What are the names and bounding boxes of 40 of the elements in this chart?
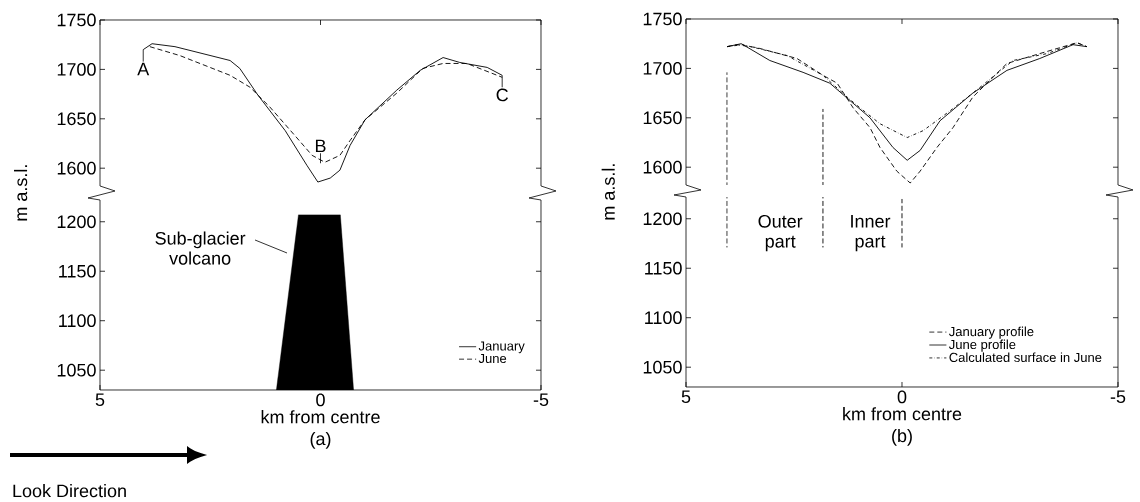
- y-tick-label: 1650: [643, 111, 682, 125]
- y-tick-label: 1200: [643, 212, 682, 226]
- y-tick-label: 1100: [645, 311, 682, 325]
- y-tick-label: 1650: [57, 112, 96, 126]
- legend-label: January profile: [948, 326, 1034, 339]
- x-tick-label: 0: [316, 393, 325, 407]
- annotation: Outer part: [758, 214, 803, 252]
- x-tick-label: 5: [95, 393, 105, 407]
- y-tick-label: 1700: [57, 63, 96, 76]
- x-tick-label: -5: [533, 393, 549, 407]
- y-tick-label: 1700: [643, 62, 682, 75]
- annotation: A: [137, 62, 150, 76]
- annotation: B: [315, 139, 326, 153]
- y-tick-label: 1750: [643, 12, 682, 26]
- legend-label: Calculated surface in June: [949, 352, 1102, 363]
- y-axis-title: m a.s.l.: [14, 165, 28, 221]
- legend-label: January: [478, 341, 525, 354]
- y-tick-label: 1600: [643, 160, 682, 174]
- x-tick-label: -5: [1110, 390, 1126, 404]
- annotation: Sub-glacier volcano: [155, 231, 246, 265]
- y-tick-label: 1750: [57, 13, 96, 27]
- x-tick-label: 0: [897, 390, 907, 404]
- y-tick-label: 1150: [59, 264, 96, 278]
- text: (b): [892, 428, 912, 446]
- text: (a): [310, 431, 331, 449]
- y-tick-label: 1200: [57, 215, 96, 229]
- x-tick-label: 5: [681, 390, 691, 404]
- annotation: C: [496, 88, 508, 102]
- text: Look Direction: [13, 484, 126, 498]
- x-axis-title: km from centre: [843, 407, 962, 421]
- y-tick-label: 1100: [59, 314, 96, 328]
- annotation: Inner part: [851, 215, 891, 252]
- y-axis-title: m a.s.l.: [601, 164, 615, 220]
- y-tick-label: 1150: [645, 261, 682, 275]
- y-tick-label: 1600: [57, 161, 96, 175]
- legend-label: June profile: [948, 339, 1016, 352]
- x-axis-title: km from centre: [261, 410, 380, 424]
- y-tick-label: 1050: [643, 360, 682, 374]
- y-tick-label: 1050: [57, 363, 96, 377]
- legend-label: June: [478, 353, 507, 364]
